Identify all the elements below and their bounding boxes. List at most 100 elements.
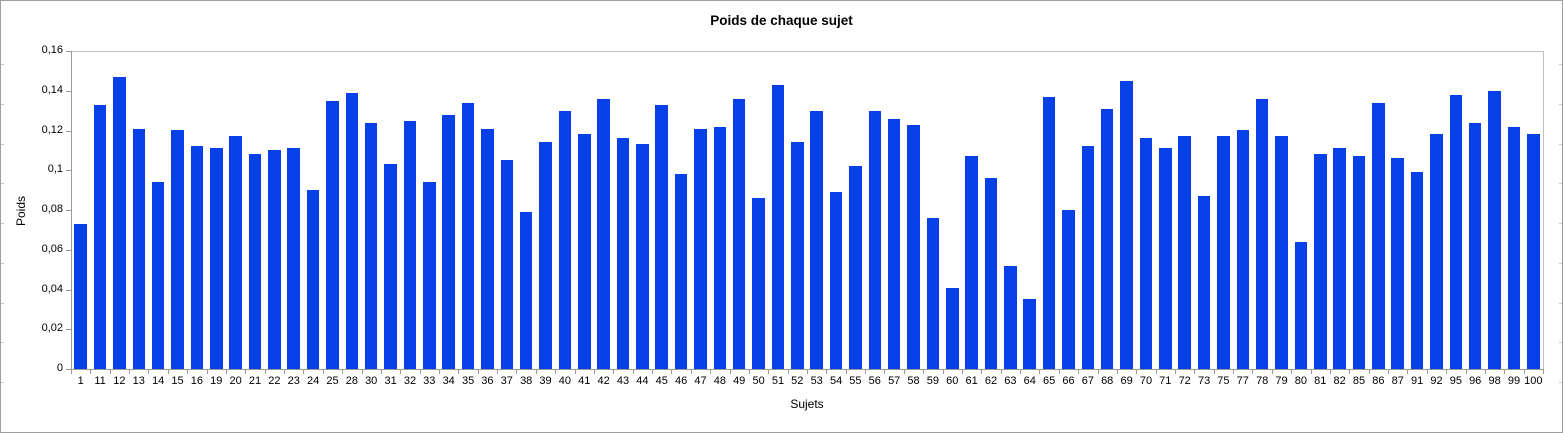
bar-40 <box>558 111 572 369</box>
x-axis-tick <box>110 369 111 374</box>
bar-78 <box>1255 99 1269 369</box>
y-tick-label: 0,08 <box>41 203 63 215</box>
edge-row-mark <box>1 382 4 383</box>
edge-row-mark <box>1 64 4 65</box>
y-tick-label: 0,12 <box>41 124 63 136</box>
x-tick-label-22: 22 <box>268 375 281 387</box>
bar-46 <box>674 174 688 369</box>
x-axis-tick <box>652 369 653 374</box>
x-axis-tick <box>943 369 944 374</box>
x-tick-label-16: 16 <box>190 375 203 387</box>
x-axis-tick <box>846 369 847 374</box>
x-axis-tick <box>1098 369 1099 374</box>
x-tick-label-85: 85 <box>1352 375 1366 387</box>
x-axis-tick <box>1485 369 1486 374</box>
x-axis-tick <box>71 369 72 374</box>
x-tick-label-56: 56 <box>868 375 881 387</box>
x-tick-label-91: 91 <box>1410 375 1424 387</box>
bar-36 <box>481 129 494 369</box>
edge-row-mark <box>1 303 4 304</box>
bar-52 <box>791 142 804 369</box>
x-axis-tick <box>148 369 149 374</box>
bar-86 <box>1372 103 1385 369</box>
edge-row-mark <box>1 144 4 145</box>
x-axis-tick <box>129 369 130 374</box>
bar-59 <box>926 218 940 369</box>
x-axis-tick <box>633 369 634 374</box>
y-tick-label: 0,1 <box>47 163 63 175</box>
y-tick-label: 0,16 <box>41 44 63 56</box>
y-axis-tick <box>66 131 71 132</box>
x-axis-tick <box>884 369 885 374</box>
x-axis-tick <box>1233 369 1234 374</box>
bar-65 <box>1042 97 1056 369</box>
y-axis-tick <box>66 91 71 92</box>
x-axis-tick <box>516 369 517 374</box>
y-axis-tick <box>66 51 71 52</box>
x-tick-label-37: 37 <box>500 375 513 387</box>
x-axis-tick <box>1001 369 1002 374</box>
x-tick-label-47: 47 <box>694 375 707 387</box>
y-axis-tick <box>66 170 71 171</box>
y-tick-label: 0 <box>56 362 63 374</box>
bar-98 <box>1488 91 1501 369</box>
bar-49 <box>732 99 746 369</box>
y-axis-line <box>71 51 72 370</box>
x-tick-label-13: 13 <box>132 375 145 387</box>
bar-12 <box>113 77 126 369</box>
bar-68 <box>1100 109 1114 369</box>
bar-38 <box>519 212 533 369</box>
bar-50 <box>752 198 765 369</box>
bar-43 <box>616 138 630 369</box>
bar-30 <box>364 123 378 369</box>
bar-71 <box>1159 148 1172 369</box>
edge-row-mark <box>1 104 4 105</box>
x-tick-label-25: 25 <box>326 375 339 387</box>
x-axis-tick <box>323 369 324 374</box>
x-tick-label-42: 42 <box>597 375 610 387</box>
x-axis-tick <box>497 369 498 374</box>
bar-63 <box>1004 266 1017 369</box>
y-axis-tick <box>66 329 71 330</box>
x-axis-tick <box>1407 369 1408 374</box>
bar-41 <box>578 134 591 369</box>
x-axis-tick <box>478 369 479 374</box>
y-tick-label: 0,02 <box>41 322 63 334</box>
x-tick-label-39: 39 <box>539 375 552 387</box>
edge-row-mark <box>1559 144 1562 145</box>
bar-34 <box>442 115 455 369</box>
x-axis-tick <box>245 369 246 374</box>
x-axis-tick <box>1446 369 1447 374</box>
x-tick-label-98: 98 <box>1488 375 1501 387</box>
x-tick-label-33: 33 <box>423 375 436 387</box>
bar-32 <box>403 121 417 369</box>
edge-row-mark <box>1559 263 1562 264</box>
y-axis-tick <box>66 369 71 370</box>
x-axis-tick <box>594 369 595 374</box>
x-tick-label-43: 43 <box>616 375 630 387</box>
x-axis-tick <box>1466 369 1467 374</box>
bar-96 <box>1468 123 1482 369</box>
bar-1 <box>74 224 87 369</box>
edge-row-mark <box>1 342 4 343</box>
x-tick-label-52: 52 <box>791 375 804 387</box>
x-axis-tick <box>1156 369 1157 374</box>
bar-39 <box>539 142 552 369</box>
x-axis-tick <box>807 369 808 374</box>
bar-61 <box>965 156 978 369</box>
x-axis-tick <box>168 369 169 374</box>
x-tick-label-75: 75 <box>1217 375 1230 387</box>
x-tick-label-46: 46 <box>674 375 688 387</box>
x-tick-label-32: 32 <box>403 375 417 387</box>
x-axis-tick <box>1543 369 1544 374</box>
edge-row-mark <box>1 263 4 264</box>
x-tick-label-60: 60 <box>946 375 959 387</box>
x-tick-label-50: 50 <box>752 375 765 387</box>
bar-33 <box>423 182 436 369</box>
x-tick-label-31: 31 <box>384 375 397 387</box>
x-tick-label-82: 82 <box>1333 375 1346 387</box>
bar-55 <box>849 166 862 369</box>
x-axis-tick <box>1388 369 1389 374</box>
bar-24 <box>306 190 320 369</box>
x-axis-tick <box>555 369 556 374</box>
